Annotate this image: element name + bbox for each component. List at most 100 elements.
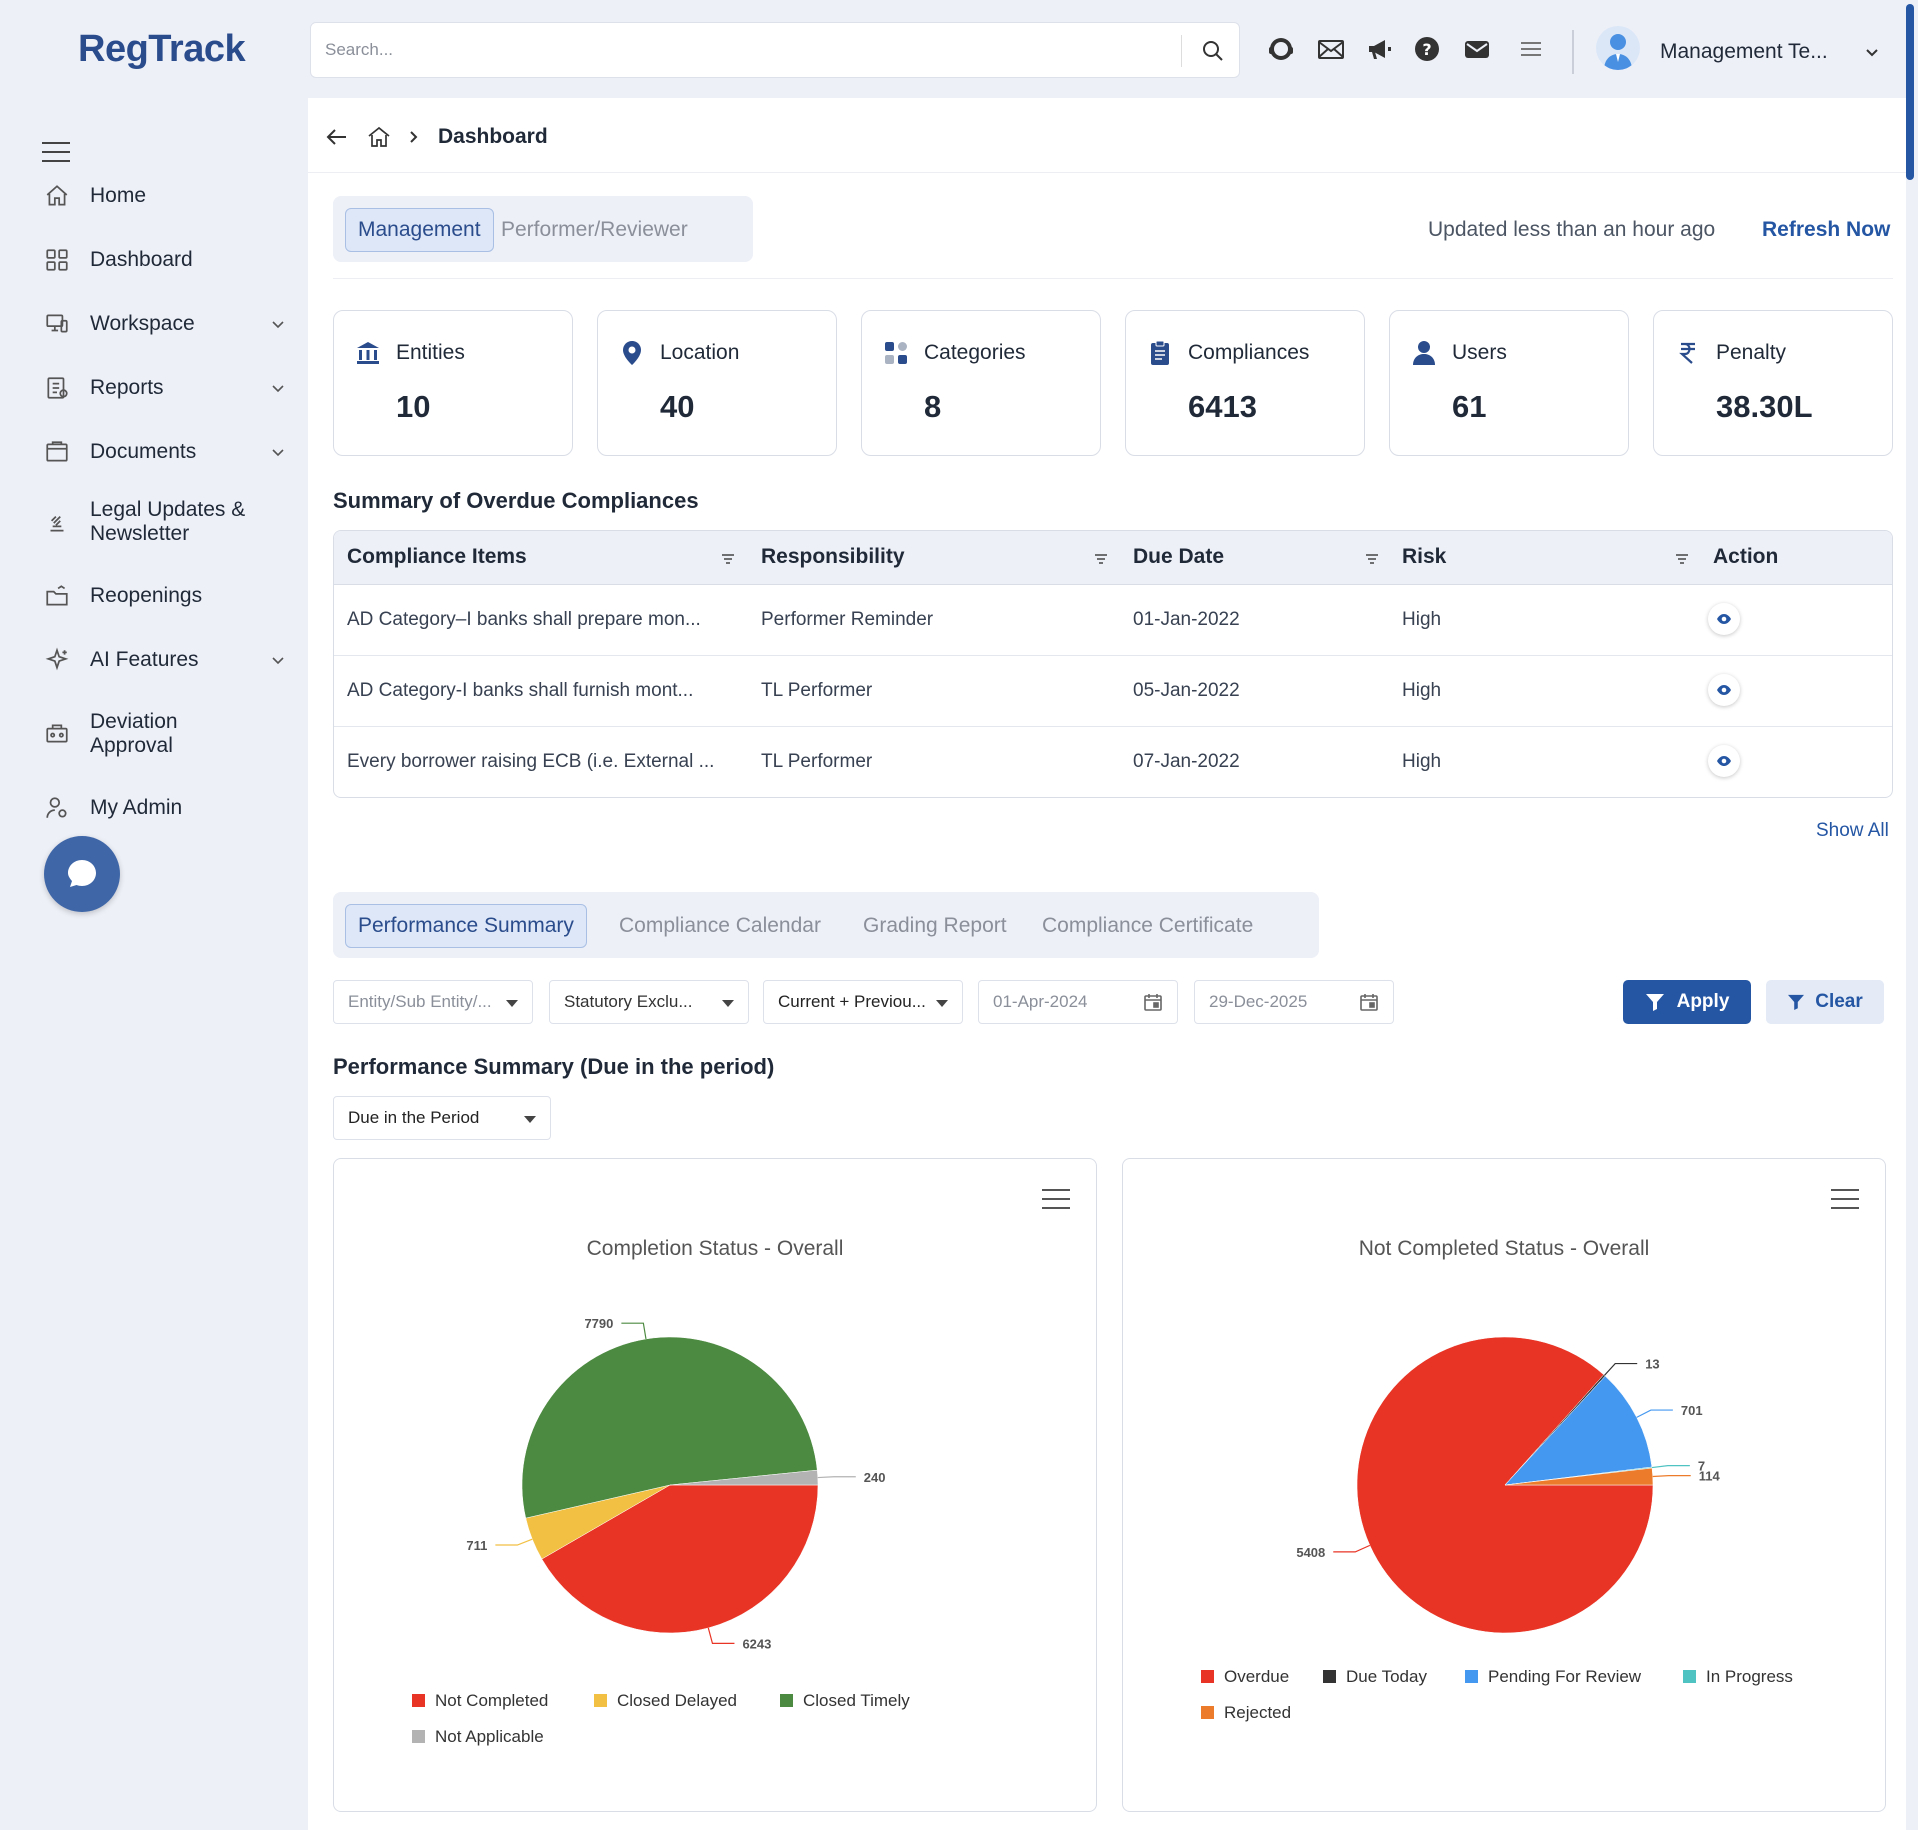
data-label-connector — [495, 1538, 533, 1546]
sidebar-item-dashboard[interactable]: Dashboard — [0, 244, 308, 276]
stat-card-location[interactable]: Location 40 — [597, 310, 837, 456]
view-button[interactable] — [1708, 745, 1740, 777]
toggle-management[interactable]: Management — [345, 208, 494, 252]
stat-value: 61 — [1452, 389, 1487, 424]
chevron-down-icon[interactable] — [1864, 44, 1880, 60]
sidebar-item-deviation-approval[interactable]: Deviation Approval — [0, 708, 308, 760]
sidebar-item-ai-features[interactable]: AI Features — [0, 644, 308, 676]
period-filter-select[interactable]: Current + Previou... — [763, 980, 963, 1024]
sidebar-item-my-admin[interactable]: My Admin — [0, 792, 308, 824]
sidebar-item-legal-updates[interactable]: Legal Updates & Newsletter — [0, 496, 308, 548]
data-label-connector — [1604, 1362, 1638, 1376]
statutory-filter-select[interactable]: Statutory Exclu... — [549, 980, 749, 1024]
entity-filter-select[interactable]: Entity/Sub Entity/... — [333, 980, 533, 1024]
show-all-link[interactable]: Show All — [1816, 820, 1889, 841]
table-row[interactable]: AD Category-I banks shall furnish mont..… — [334, 656, 1892, 727]
pie-slice-not-applicable[interactable] — [669, 1469, 819, 1486]
cell-compliance-item: AD Category-I banks shall furnish mont..… — [347, 680, 694, 701]
avatar[interactable] — [1596, 26, 1640, 70]
data-label-connector — [707, 1627, 735, 1645]
sidebar-item-home[interactable]: Home — [0, 180, 308, 212]
apply-button[interactable]: Apply — [1623, 980, 1751, 1024]
stat-card-users[interactable]: Users 61 — [1389, 310, 1629, 456]
legend-item-due-today[interactable]: Due Today — [1323, 1667, 1427, 1687]
sidebar-item-reopenings[interactable]: Reopenings — [0, 580, 308, 612]
chart-menu-icon[interactable] — [1831, 1189, 1859, 1209]
data-label-connector — [1636, 1409, 1673, 1418]
chevron-down-icon[interactable] — [270, 444, 286, 460]
clear-button[interactable]: Clear — [1766, 980, 1884, 1024]
filter-icon[interactable] — [1093, 551, 1109, 567]
sidebar-item-label: Approval — [90, 734, 173, 757]
scrollbar-thumb[interactable] — [1906, 4, 1914, 180]
envelope-icon[interactable] — [1462, 34, 1492, 64]
legend-item-not-applicable[interactable]: Not Applicable — [412, 1727, 544, 1747]
sidebar-item-reports[interactable]: Reports — [0, 372, 308, 404]
megaphone-icon[interactable] — [1364, 34, 1394, 64]
mail-icon[interactable] — [1316, 34, 1346, 64]
view-button[interactable] — [1708, 674, 1740, 706]
refresh-now-link[interactable]: Refresh Now — [1762, 218, 1891, 241]
stat-card-entities[interactable]: Entities 10 — [333, 310, 573, 456]
support-icon[interactable] — [1266, 34, 1296, 64]
legend-item-rejected[interactable]: Rejected — [1201, 1703, 1291, 1723]
chat-button[interactable] — [44, 836, 120, 912]
user-name[interactable]: Management Te... — [1660, 40, 1828, 63]
chevron-down-icon[interactable] — [270, 652, 286, 668]
pie-slice-rejected[interactable] — [1504, 1467, 1654, 1486]
sidebar-item-documents[interactable]: Documents — [0, 436, 308, 468]
svg-text:?: ? — [1422, 40, 1431, 59]
dashboard-icon — [44, 247, 70, 273]
legend-label: Due Today — [1346, 1667, 1427, 1686]
pie-slice-pending-for-review[interactable] — [1504, 1375, 1653, 1486]
view-button[interactable] — [1708, 603, 1740, 635]
legend-label: Overdue — [1224, 1667, 1290, 1686]
menu-toggle-icon[interactable] — [42, 142, 70, 164]
pie-slice-not-completed[interactable] — [541, 1484, 819, 1634]
legend-item-not-completed[interactable]: Not Completed — [412, 1691, 548, 1711]
column-header: Action — [1713, 545, 1779, 568]
tab-performance-summary[interactable]: Performance Summary — [345, 904, 587, 948]
legend-label: Closed Timely — [803, 1691, 910, 1710]
to-date-input[interactable]: 29-Dec-2025 — [1194, 980, 1394, 1024]
stat-label: Categories — [924, 341, 1026, 364]
list-icon[interactable] — [1516, 34, 1546, 64]
tab-compliance-certificate[interactable]: Compliance Certificate — [1042, 914, 1254, 937]
legend-item-closed-delayed[interactable]: Closed Delayed — [594, 1691, 737, 1711]
toggle-performer-reviewer[interactable]: Performer/Reviewer — [501, 218, 688, 241]
filter-icon[interactable] — [720, 551, 736, 567]
table-row[interactable]: AD Category–I banks shall prepare mon...… — [334, 585, 1892, 656]
filter-icon[interactable] — [1364, 551, 1380, 567]
home-icon[interactable] — [366, 124, 392, 150]
sidebar-item-workspace[interactable]: Workspace — [0, 308, 308, 340]
help-icon[interactable]: ? — [1412, 34, 1442, 64]
legend-item-pending-for-review[interactable]: Pending For Review — [1465, 1667, 1641, 1687]
stat-card-categories[interactable]: Categories 8 — [861, 310, 1101, 456]
search-icon[interactable] — [1199, 37, 1227, 65]
eye-icon — [1717, 756, 1731, 766]
cell-responsibility: TL Performer — [761, 680, 873, 701]
clear-label: Clear — [1815, 991, 1863, 1012]
cell-risk: High — [1402, 680, 1442, 701]
legend-item-overdue[interactable]: Overdue — [1201, 1667, 1289, 1687]
tab-compliance-calendar[interactable]: Compliance Calendar — [619, 914, 821, 937]
from-date-input[interactable]: 01-Apr-2024 — [978, 980, 1178, 1024]
table-row[interactable]: Every borrower raising ECB (i.e. Externa… — [334, 727, 1892, 797]
sidebar-item-label: Reports — [90, 376, 164, 399]
calendar-icon[interactable] — [1143, 992, 1163, 1012]
legend-item-in-progress[interactable]: In Progress — [1683, 1667, 1793, 1687]
back-arrow-icon[interactable] — [324, 124, 350, 150]
legend-item-closed-timely[interactable]: Closed Timely — [780, 1691, 910, 1711]
filter-icon[interactable] — [1674, 551, 1690, 567]
chevron-down-icon[interactable] — [270, 380, 286, 396]
chart-menu-icon[interactable] — [1042, 1189, 1070, 1209]
stat-card-penalty[interactable]: Penalty 38.30L — [1653, 310, 1893, 456]
period-type-select[interactable]: Due in the Period — [333, 1096, 551, 1140]
divider — [1181, 35, 1182, 67]
pie-slice-closed-timely[interactable] — [521, 1336, 818, 1519]
tab-grading-report[interactable]: Grading Report — [863, 914, 1007, 937]
stat-card-compliances[interactable]: Compliances 6413 — [1125, 310, 1365, 456]
calendar-icon[interactable] — [1359, 992, 1379, 1012]
chevron-down-icon[interactable] — [270, 316, 286, 332]
search-input[interactable] — [325, 23, 1175, 77]
